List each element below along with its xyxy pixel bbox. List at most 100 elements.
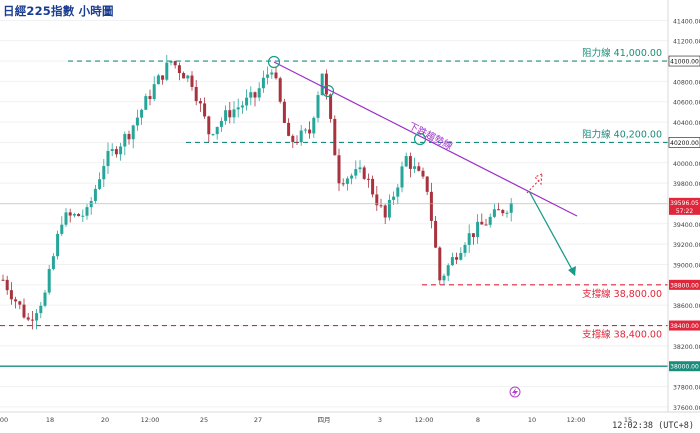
candle-body <box>366 178 370 180</box>
candle-body <box>463 244 467 253</box>
candle-body <box>320 73 324 96</box>
candle-body <box>459 252 463 260</box>
candle-body <box>278 78 282 102</box>
y-tick-label: 40600.00 <box>673 100 700 107</box>
clock-readout: 12:02:38 (UTC+8) <box>612 421 694 431</box>
candle-body <box>81 215 85 217</box>
candle-body <box>299 130 303 143</box>
candle-body <box>261 77 265 89</box>
candle-body <box>186 75 190 79</box>
candle-body <box>480 221 484 225</box>
candle-body <box>39 305 43 314</box>
candle-body <box>291 135 295 142</box>
candle-body <box>257 88 261 98</box>
candle-body <box>110 149 114 152</box>
resistance-41000-tag <box>668 55 700 67</box>
y-tick-label: 39000.00 <box>673 262 700 269</box>
candle-body <box>144 96 148 110</box>
candle-body <box>471 233 475 238</box>
event-marker-icon[interactable] <box>509 386 521 398</box>
candles <box>1 54 513 330</box>
y-tick-label: 39800.00 <box>673 181 700 188</box>
x-tick-label: 00 <box>0 416 8 424</box>
resistance-40200-tag <box>668 137 700 148</box>
candle-body <box>119 146 123 155</box>
candle-body <box>324 73 328 95</box>
candle-body <box>316 95 320 118</box>
candle-body <box>287 122 291 136</box>
touch-circle <box>413 132 427 146</box>
candle-body <box>93 188 97 201</box>
support-38800-tag <box>669 279 700 290</box>
y-tick-label: 40800.00 <box>673 79 700 86</box>
candle-body <box>173 61 177 66</box>
time-axis[interactable]: 00 18 20 12:00 25 27 四月 3 12:00 8 10 12:00 15 <box>0 411 700 424</box>
price-axis-bg <box>668 0 700 433</box>
candle-body <box>98 179 102 189</box>
candle-body <box>77 213 81 217</box>
candle-body <box>476 221 480 238</box>
x-tick-label: 20 <box>101 416 109 424</box>
candle-body <box>429 191 433 221</box>
y-tick-label: 41400.00 <box>673 18 700 25</box>
candle-body <box>165 62 169 80</box>
candle-body <box>354 169 358 176</box>
candle-body <box>253 92 257 98</box>
current-price-countdown: 57:22 <box>676 208 693 215</box>
candle-body <box>156 75 160 85</box>
candle-body <box>123 133 127 147</box>
candle-body <box>467 233 471 245</box>
candle-body <box>5 279 9 291</box>
candle-body <box>135 117 139 126</box>
candle-body <box>450 257 454 266</box>
current-price-value: 39596.05 <box>670 200 699 207</box>
breakout-arrow-head <box>534 173 543 186</box>
price-axis[interactable]: 41400.00 41200.00 41000.00 40800.00 40600.00… <box>667 0 700 433</box>
candle-body <box>400 166 404 188</box>
candle-body <box>308 129 312 134</box>
support-38800-label: 支撐線 38,800.00 <box>582 288 662 300</box>
touch-circle <box>321 84 335 98</box>
lightning-icon <box>512 388 518 397</box>
candle-body <box>282 101 286 123</box>
x-tick-label: 27 <box>254 416 262 424</box>
downtrend-label: 下跌趨勢線 <box>407 120 455 152</box>
candle-body <box>484 224 488 226</box>
candle-body <box>270 72 274 75</box>
candle-body <box>417 166 421 171</box>
touch-circle <box>267 55 281 69</box>
candle-body <box>56 233 60 257</box>
candle-body <box>240 105 244 108</box>
y-tick-label: 40400.00 <box>673 120 700 127</box>
down-arrow <box>528 190 576 276</box>
candle-body <box>26 317 30 320</box>
y-tick-label: 38600.00 <box>673 303 700 310</box>
candle-body <box>375 194 379 206</box>
candle-body <box>383 205 387 218</box>
candle-body <box>219 120 223 127</box>
candle-body <box>177 65 181 74</box>
candle-body <box>446 265 450 276</box>
candle-body <box>413 166 417 169</box>
candle-body <box>47 269 51 293</box>
current-price-tag <box>669 197 700 215</box>
candle-body <box>64 212 68 225</box>
candle-body <box>22 304 26 318</box>
candle-body <box>207 116 211 135</box>
candle-body <box>72 213 76 216</box>
candle-body <box>228 110 232 118</box>
support-38800-tag-text: 38800.00 <box>670 282 699 289</box>
candle-body <box>224 110 228 121</box>
down-arrow-head <box>568 266 576 276</box>
candle-body <box>9 290 13 300</box>
candle-body <box>236 107 240 110</box>
candle-body <box>190 75 194 87</box>
candle-body <box>131 125 135 140</box>
support-38400-label: 支撐線 38,400.00 <box>582 329 662 341</box>
grid <box>0 19 668 408</box>
candle-body <box>295 141 299 143</box>
candle-body <box>387 199 391 218</box>
candle-body <box>345 178 349 184</box>
resistance-41000-tag-text: 41000.00 <box>670 59 699 66</box>
